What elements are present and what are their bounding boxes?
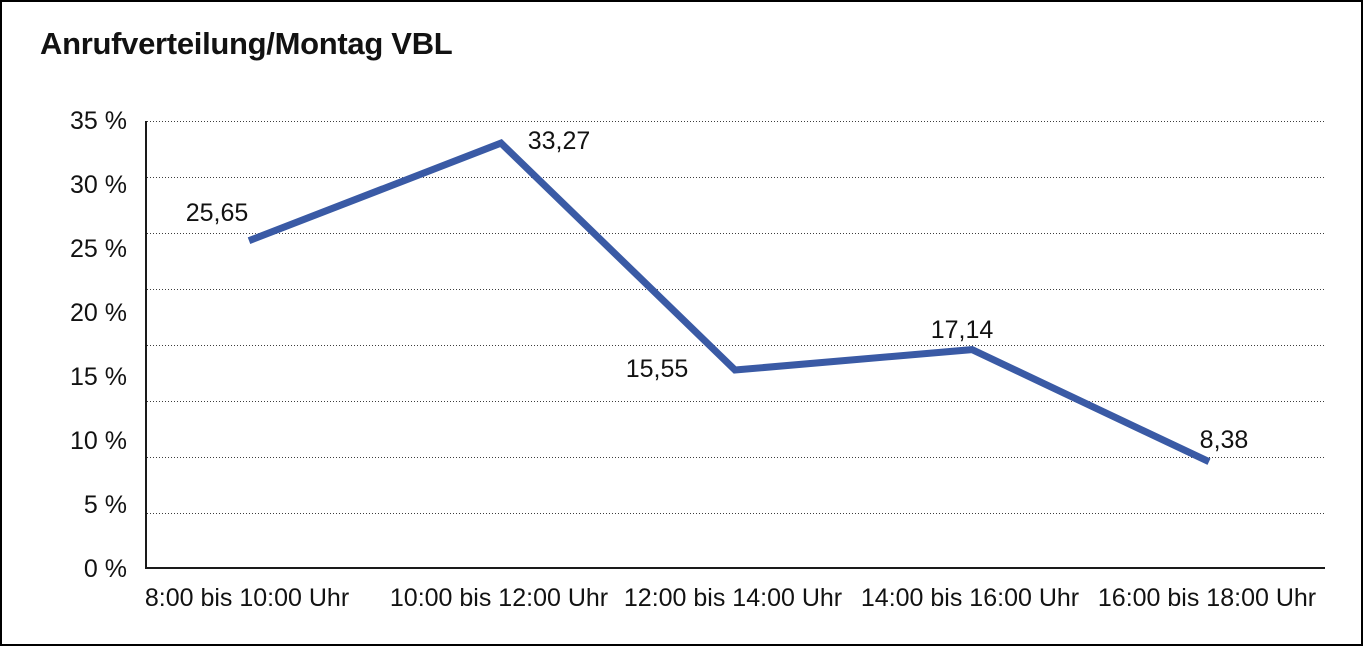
plot-area [145,121,1325,569]
gridline [147,401,1325,402]
gridline [147,457,1325,458]
gridline [147,121,1325,122]
y-axis-tick-label: 35 % [70,107,127,135]
y-axis-tick-label: 10 % [70,427,127,455]
gridline [147,345,1325,346]
y-axis-tick-label: 0 % [83,555,127,583]
data-point-label: 17,14 [930,315,994,344]
data-point-label: 8,38 [1199,425,1249,454]
data-point-label: 25,65 [185,198,249,227]
chart-title: Anrufverteilung/Montag VBL [40,26,453,61]
x-axis-tick-label: 16:00 bis 18:00 Uhr [1097,584,1317,612]
y-axis-tick-label: 5 % [83,491,127,519]
y-axis-tick-label: 25 % [70,235,127,263]
data-point-label: 15,55 [625,354,689,383]
y-axis-tick-label: 15 % [70,363,127,391]
data-line [247,139,1211,465]
data-line-layer [247,139,1211,465]
gridline [147,289,1325,290]
x-axis-tick-label: 12:00 bis 14:00 Uhr [623,584,843,612]
x-axis-tick-label: 8:00 bis 10:00 Uhr [144,584,350,612]
x-axis-tick-label: 14:00 bis 16:00 Uhr [860,584,1080,612]
x-axis-tick-label: 10:00 bis 12:00 Uhr [389,584,609,612]
gridline [147,233,1325,234]
data-point-label: 33,27 [527,127,591,156]
gridline [147,513,1325,514]
gridline [147,177,1325,178]
y-axis-tick-label: 30 % [70,171,127,199]
y-axis-tick-label: 20 % [70,299,127,327]
